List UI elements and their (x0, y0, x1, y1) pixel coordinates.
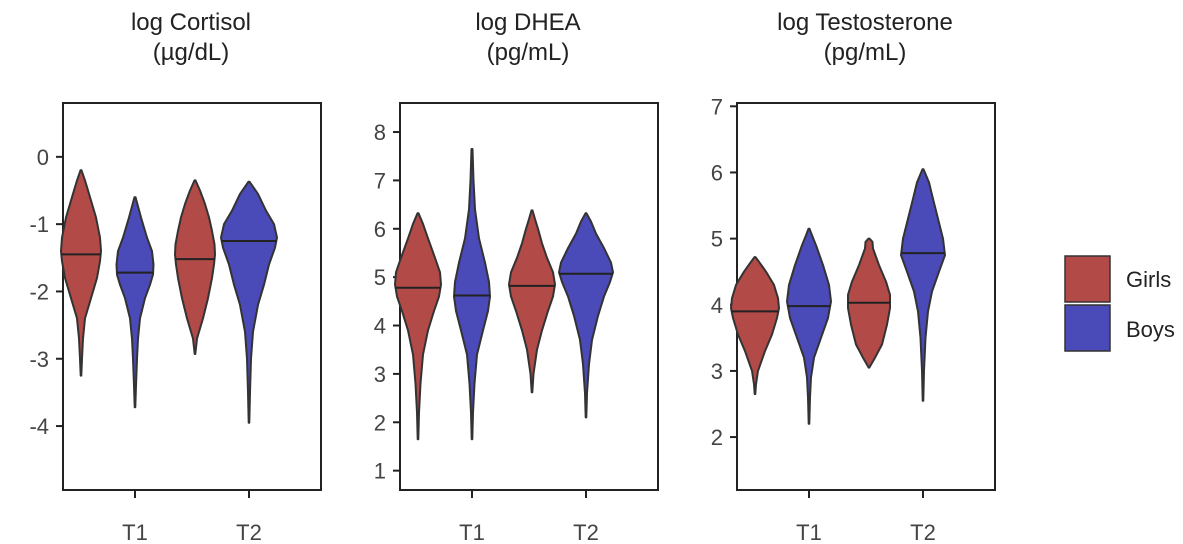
y-tick-label: 4 (711, 293, 723, 318)
y-tick-label: 3 (374, 362, 386, 387)
y-tick-label: 0 (37, 145, 49, 170)
y-tick-label: 5 (374, 265, 386, 290)
y-tick-label: 2 (374, 410, 386, 435)
legend-label-girls: Girls (1126, 267, 1171, 292)
x-axis: T1 T2 (796, 490, 936, 544)
x-axis: T1 T2 (459, 490, 599, 544)
y-axis: 0 -1 -2 -3 -4 (29, 145, 63, 439)
panel-title-line1: log Testosterone (777, 9, 953, 36)
panel-cortisol: log Cortisol (µg/dL) 0 -1 -2 -3 -4 T1 T2 (29, 9, 322, 544)
y-tick-label: 7 (374, 168, 386, 193)
legend-swatch-boys (1064, 304, 1111, 352)
violin-girls (508, 209, 556, 394)
violin-boys (558, 212, 614, 419)
violin-boys (786, 227, 832, 425)
violin-group (730, 168, 946, 425)
violin-girls (60, 169, 102, 377)
violin-group (394, 148, 614, 441)
x-tick-label: T2 (573, 520, 599, 544)
violin-girls (174, 179, 216, 355)
x-tick-label: T1 (459, 520, 485, 544)
y-tick-label: 6 (711, 160, 723, 185)
y-tick-label: -3 (29, 347, 49, 372)
y-tick-label: 1 (374, 459, 386, 484)
y-tick-label: -1 (29, 212, 49, 237)
panel-title-line1: log Cortisol (131, 9, 251, 36)
y-tick-label: 7 (711, 94, 723, 119)
x-axis: T1 T2 (122, 490, 262, 544)
y-tick-label: 2 (711, 425, 723, 450)
y-tick-label: 6 (374, 217, 386, 242)
violin-boys (900, 168, 946, 402)
violin-boys (115, 196, 155, 409)
panel-title-line2: (pg/mL) (824, 39, 907, 66)
x-tick-label: T1 (796, 520, 822, 544)
plot-frame (62, 102, 322, 491)
x-tick-label: T1 (122, 520, 148, 544)
y-tick-label: 5 (711, 227, 723, 252)
panel-title-line2: (µg/dL) (153, 39, 230, 66)
legend: Girls Boys (1064, 255, 1175, 352)
panel-dhea: log DHEA (pg/mL) 1 2 3 4 5 6 7 8 T1 T2 (374, 9, 659, 544)
panel-testosterone: log Testosterone (pg/mL) 2 3 4 5 6 7 T1 T2 (711, 9, 996, 544)
y-axis: 2 3 4 5 6 7 (711, 94, 737, 450)
legend-label-boys: Boys (1126, 317, 1175, 342)
y-tick-label: -2 (29, 279, 49, 304)
panel-title-line2: (pg/mL) (487, 39, 570, 66)
violin-girls (394, 212, 442, 441)
x-tick-label: T2 (910, 520, 936, 544)
violin-group (60, 169, 278, 424)
legend-swatch-girls (1064, 255, 1111, 303)
violin-boys (220, 180, 278, 424)
violin-boys (453, 148, 491, 441)
y-tick-label: 3 (711, 359, 723, 384)
y-tick-label: 8 (374, 120, 386, 145)
x-tick-label: T2 (236, 520, 262, 544)
y-tick-label: -4 (29, 414, 49, 439)
y-axis: 1 2 3 4 5 6 7 8 (374, 120, 400, 484)
y-tick-label: 4 (374, 314, 386, 339)
violin-girls (730, 256, 780, 396)
panel-title-line1: log DHEA (475, 9, 580, 36)
